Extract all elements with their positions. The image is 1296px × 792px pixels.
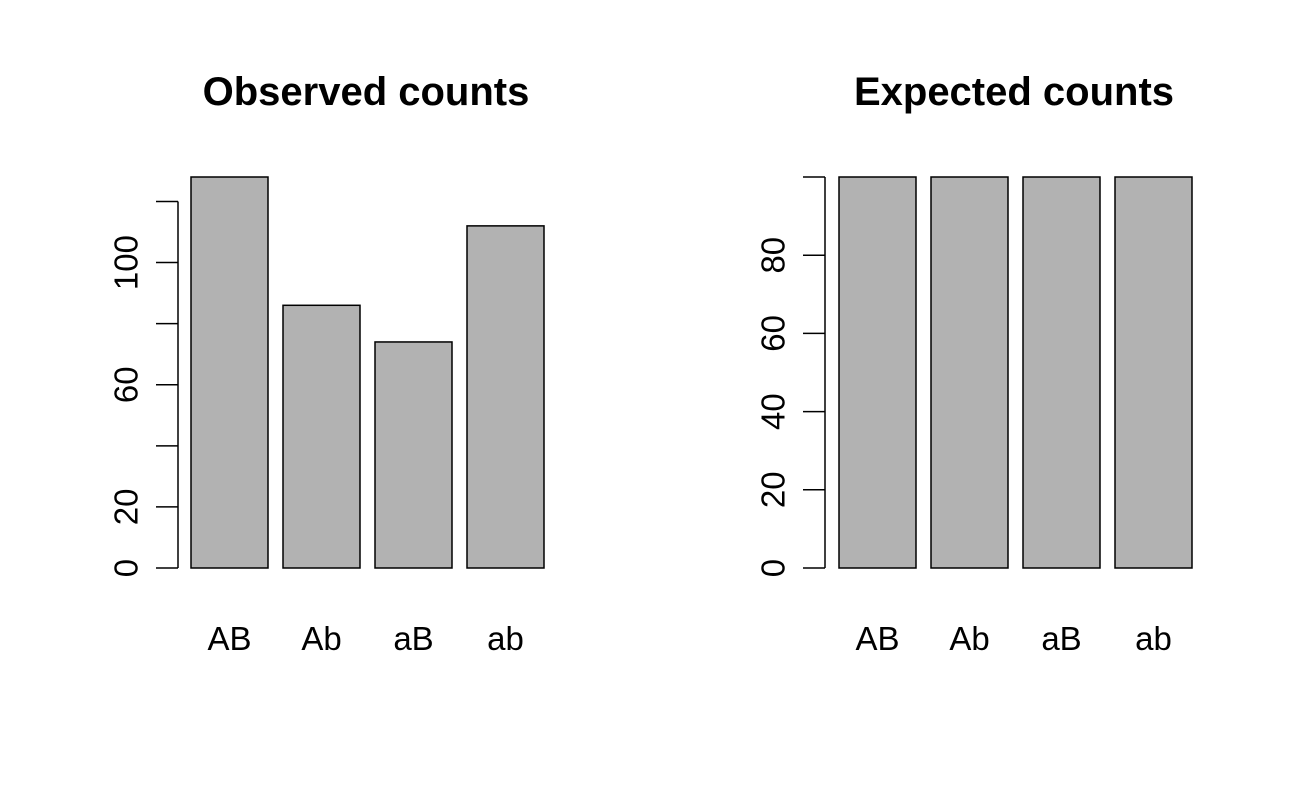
y-tick-label-expected-0: 0 (755, 559, 792, 577)
y-tick-label-expected-40: 40 (755, 393, 792, 430)
y-tick-label-expected-20: 20 (755, 471, 792, 508)
bar-observed-aB (374, 341, 453, 569)
y-tick-label-observed-60: 60 (108, 366, 145, 403)
y-tick-label-observed-20: 20 (108, 489, 145, 526)
x-tick-label-observed-AB: AB (207, 620, 251, 657)
bar-expected-aB (1022, 176, 1101, 569)
y-tick-label-observed-0: 0 (108, 559, 145, 577)
panel-expected: Expected counts 0 20 40 60 80 AB Ab aB ab (755, 70, 1193, 657)
x-tick-label-expected-Ab: Ab (949, 620, 989, 657)
bar-expected-ab (1114, 176, 1193, 569)
x-tick-label-observed-ab: ab (487, 620, 524, 657)
chart-title-expected: Expected counts (854, 70, 1174, 114)
bar-observed-AB (190, 176, 269, 569)
x-tick-label-expected-aB: aB (1041, 620, 1081, 657)
y-tick-label-expected-60: 60 (755, 315, 792, 352)
panel-observed: Observed counts 0 20 60 100 AB Ab aB ab (108, 70, 545, 657)
x-tick-label-observed-aB: aB (393, 620, 433, 657)
chart-title-observed: Observed counts (203, 70, 530, 114)
bar-expected-Ab (930, 176, 1009, 569)
bar-observed-Ab (282, 304, 361, 569)
x-tick-label-expected-AB: AB (855, 620, 899, 657)
x-tick-label-expected-ab: ab (1135, 620, 1172, 657)
bar-expected-AB (838, 176, 917, 569)
y-tick-label-observed-100: 100 (108, 235, 145, 290)
y-tick-label-expected-80: 80 (755, 237, 792, 274)
bar-observed-ab (466, 225, 545, 569)
x-tick-label-observed-Ab: Ab (301, 620, 341, 657)
